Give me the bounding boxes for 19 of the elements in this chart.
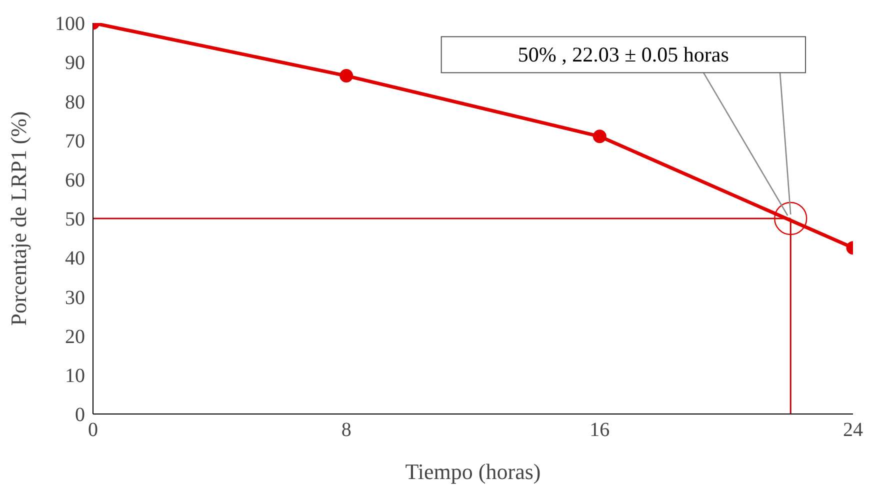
y-tick-label: 10 bbox=[65, 365, 85, 387]
y-axis-title: Porcentaje de LRP1 (%) bbox=[6, 111, 31, 326]
annotation: 50% , 22.03 ± 0.05 horas bbox=[518, 42, 729, 67]
y-tick-label: 80 bbox=[65, 91, 85, 114]
y-tick-label: 70 bbox=[65, 130, 85, 152]
y-tick-label: 90 bbox=[65, 52, 85, 74]
x-tick-label: 8 bbox=[341, 419, 352, 442]
y-tick-label: 100 bbox=[55, 13, 85, 36]
point bbox=[592, 130, 606, 144]
x-tick-label: 16 bbox=[590, 419, 610, 442]
y-tick-label: 40 bbox=[65, 248, 85, 270]
y-tick-label: 0 bbox=[75, 404, 85, 426]
y-tick-label: 30 bbox=[65, 286, 85, 309]
y-tick-label: 60 bbox=[65, 170, 85, 192]
y-tick-label: 50 bbox=[65, 208, 85, 231]
x-axis-title: Tiempo (horas) bbox=[405, 459, 541, 484]
point bbox=[340, 69, 354, 83]
x-tick-label: 24 bbox=[843, 419, 863, 442]
y-tick-label: 20 bbox=[65, 326, 85, 348]
